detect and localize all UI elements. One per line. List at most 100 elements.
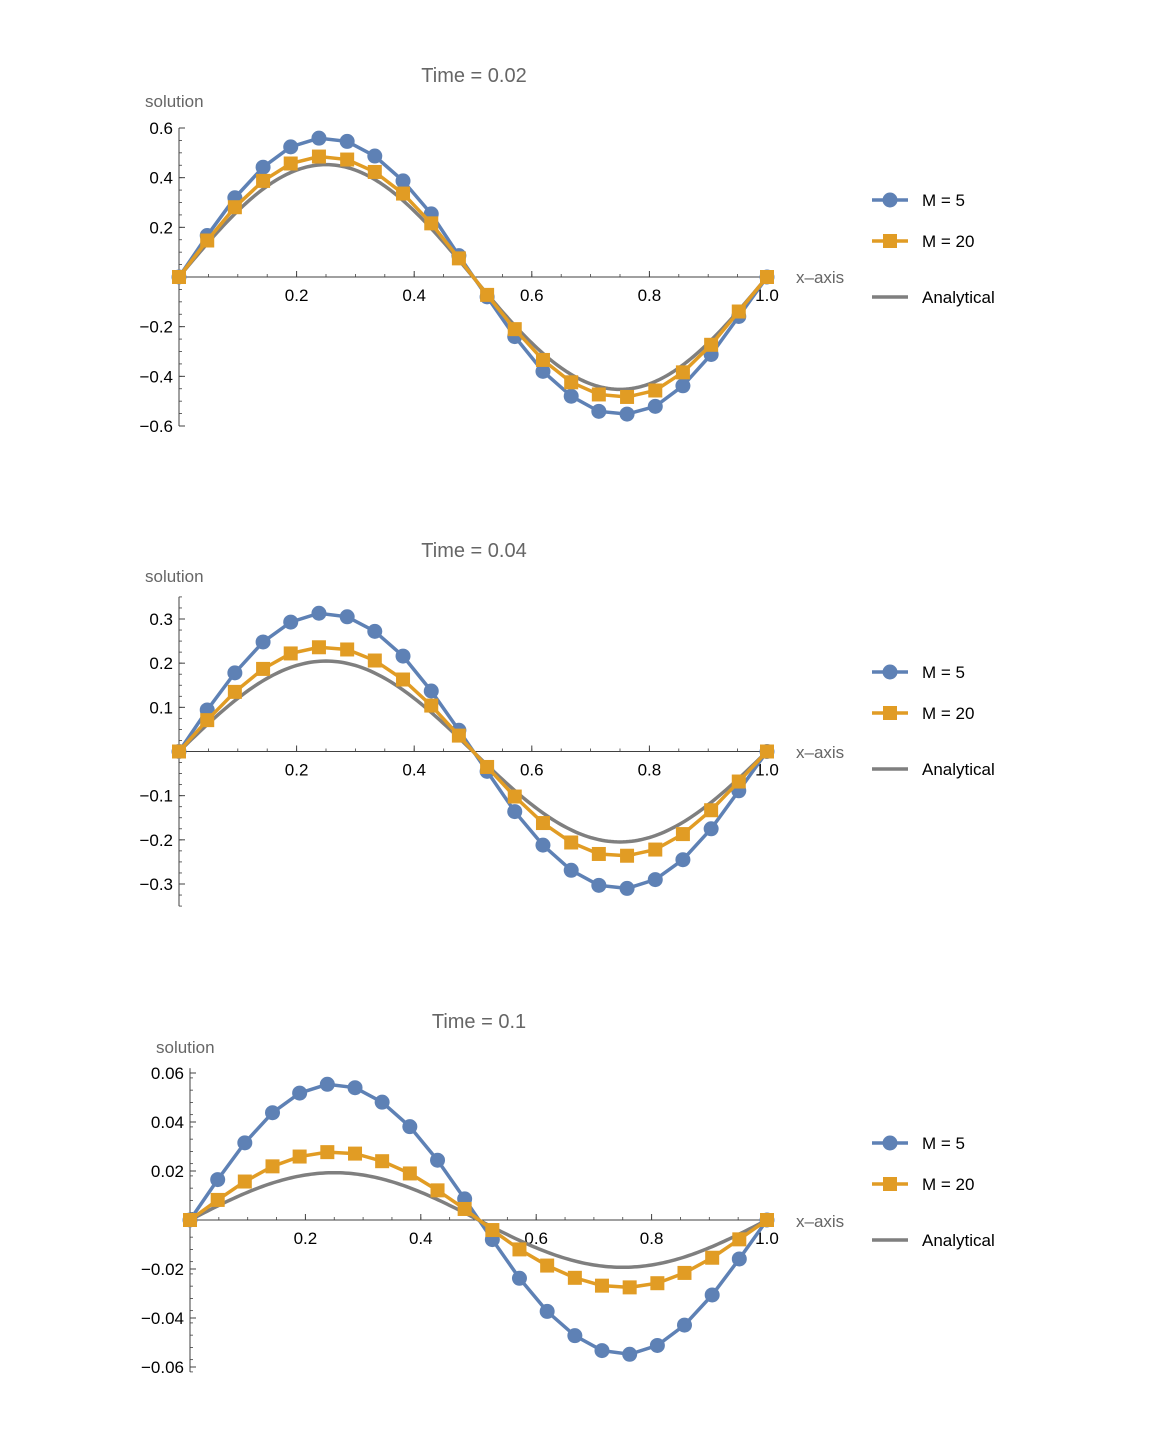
data-point-m20	[265, 1159, 280, 1174]
data-point-m20	[256, 661, 271, 676]
data-point-m20	[210, 1192, 225, 1207]
data-point-m5	[704, 1287, 720, 1303]
data-point-m20	[648, 383, 663, 398]
series-line-m20	[177, 154, 769, 399]
legend-m5-marker	[882, 1135, 898, 1151]
x-axis-label-3: x–axis	[796, 1212, 844, 1231]
data-point-m5	[283, 139, 299, 155]
data-point-m20	[760, 270, 774, 284]
data-point-m5	[539, 1303, 555, 1319]
data-point-m20	[348, 1146, 363, 1161]
data-point-m20	[620, 848, 635, 863]
data-point-m20	[564, 835, 579, 850]
data-point-m5	[423, 683, 439, 699]
chart-panel-3: Time = 0.1 solution x–axis −0.06 −0.04 −0.…	[141, 1011, 995, 1377]
data-point-m20	[480, 287, 495, 302]
legend-analytical-label: Analytical	[922, 760, 995, 779]
axes-2: −0.3 −0.2 −0.1 0.1 0.2 0.3 0.2 0.4 0.6 0.8 1.0	[139, 596, 779, 907]
legend-m20-marker	[883, 706, 897, 720]
data-point-m5	[367, 623, 383, 639]
legend-m20-label: M = 20	[922, 704, 974, 723]
x-axis-label-1: x–axis	[796, 268, 844, 287]
legend-m5-marker	[882, 192, 898, 208]
x-tick-label: 0.6	[524, 1229, 548, 1248]
data-point-m5	[374, 1094, 390, 1110]
x-tick-label: 0.6	[520, 286, 544, 305]
data-point-m5	[591, 877, 607, 893]
data-point-m20	[648, 842, 663, 857]
legend-analytical-label: Analytical	[922, 1231, 995, 1250]
chart-panel-1: Time = 0.02 solution x–axis −0.6 −0.4 −0.2…	[139, 65, 994, 436]
data-point-m5	[283, 614, 299, 630]
data-point-m5	[511, 1270, 527, 1286]
data-point-m20	[732, 1232, 747, 1247]
data-point-m5	[647, 398, 663, 414]
data-point-m5	[563, 862, 579, 878]
data-point-m5	[395, 648, 411, 664]
legend-m20-label: M = 20	[922, 232, 974, 251]
data-point-m5	[594, 1343, 610, 1359]
data-point-m5	[676, 1317, 692, 1333]
y-axis-label-2: solution	[145, 567, 204, 586]
data-point-m5	[311, 605, 327, 621]
legend-m5-label: M = 5	[922, 663, 965, 682]
plot-area-1	[171, 130, 775, 422]
data-point-m20	[424, 216, 439, 231]
data-point-m5	[292, 1085, 308, 1101]
data-point-m5	[731, 1251, 747, 1267]
legend-m5-label: M = 5	[922, 191, 965, 210]
data-point-m20	[594, 1278, 609, 1293]
y-tick-label: 0.3	[149, 610, 173, 629]
legend-m5-marker	[882, 664, 898, 680]
data-point-m20	[567, 1270, 582, 1285]
x-tick-label: 0.6	[520, 761, 544, 780]
data-point-m20	[396, 186, 411, 201]
x-tick-label: 0.4	[409, 1229, 433, 1248]
x-tick-label: 0.4	[402, 761, 426, 780]
data-point-m5	[319, 1076, 335, 1092]
data-point-m20	[256, 173, 271, 188]
series-line-m20	[188, 1150, 769, 1290]
x-tick-label: 0.8	[638, 761, 662, 780]
data-point-m5	[675, 852, 691, 868]
data-point-m20	[430, 1183, 445, 1198]
y-tick-label: 0.02	[151, 1162, 184, 1181]
legend-m20-marker	[883, 234, 897, 248]
y-tick-label: 0.1	[149, 698, 173, 717]
y-tick-label: −0.6	[139, 417, 173, 436]
data-point-m5	[367, 148, 383, 164]
data-point-m20	[183, 1213, 197, 1227]
data-point-m5	[265, 1105, 281, 1121]
data-point-m5	[237, 1135, 253, 1151]
y-tick-label: −0.06	[141, 1358, 184, 1377]
legend-m20-marker	[883, 1177, 897, 1191]
data-point-m20	[705, 1250, 720, 1265]
data-point-m5	[339, 609, 355, 625]
data-point-m20	[200, 233, 215, 248]
series-line-m20	[177, 645, 769, 858]
legend-analytical-label: Analytical	[922, 288, 995, 307]
data-point-m5	[255, 159, 271, 175]
legend-3: M = 5 M = 20 Analytical	[872, 1134, 995, 1250]
data-point-m5	[402, 1119, 418, 1135]
y-tick-label: −0.4	[139, 367, 173, 386]
data-point-m20	[424, 698, 439, 713]
data-point-m5	[649, 1337, 665, 1353]
data-point-m5	[619, 880, 635, 896]
y-axis-label-3: solution	[156, 1038, 215, 1057]
x-tick-label: 0.2	[285, 286, 309, 305]
data-point-m20	[451, 728, 466, 743]
data-point-m20	[760, 1213, 774, 1227]
data-point-m20	[564, 375, 579, 390]
x-tick-label: 0.8	[638, 286, 662, 305]
y-tick-label: 0.06	[151, 1064, 184, 1083]
axes-1: −0.6 −0.4 −0.2 0.2 0.4 0.6 0.2 0.4 0.6 0.8 1.0	[139, 119, 778, 436]
legend-m5-label: M = 5	[922, 1134, 965, 1153]
data-point-m20	[283, 646, 298, 661]
data-point-m5	[567, 1328, 583, 1344]
data-point-m5	[210, 1172, 226, 1188]
data-point-m5	[563, 388, 579, 404]
x-tick-label: 1.0	[755, 286, 779, 305]
data-point-m20	[367, 164, 382, 179]
plot-area-2	[171, 605, 775, 896]
